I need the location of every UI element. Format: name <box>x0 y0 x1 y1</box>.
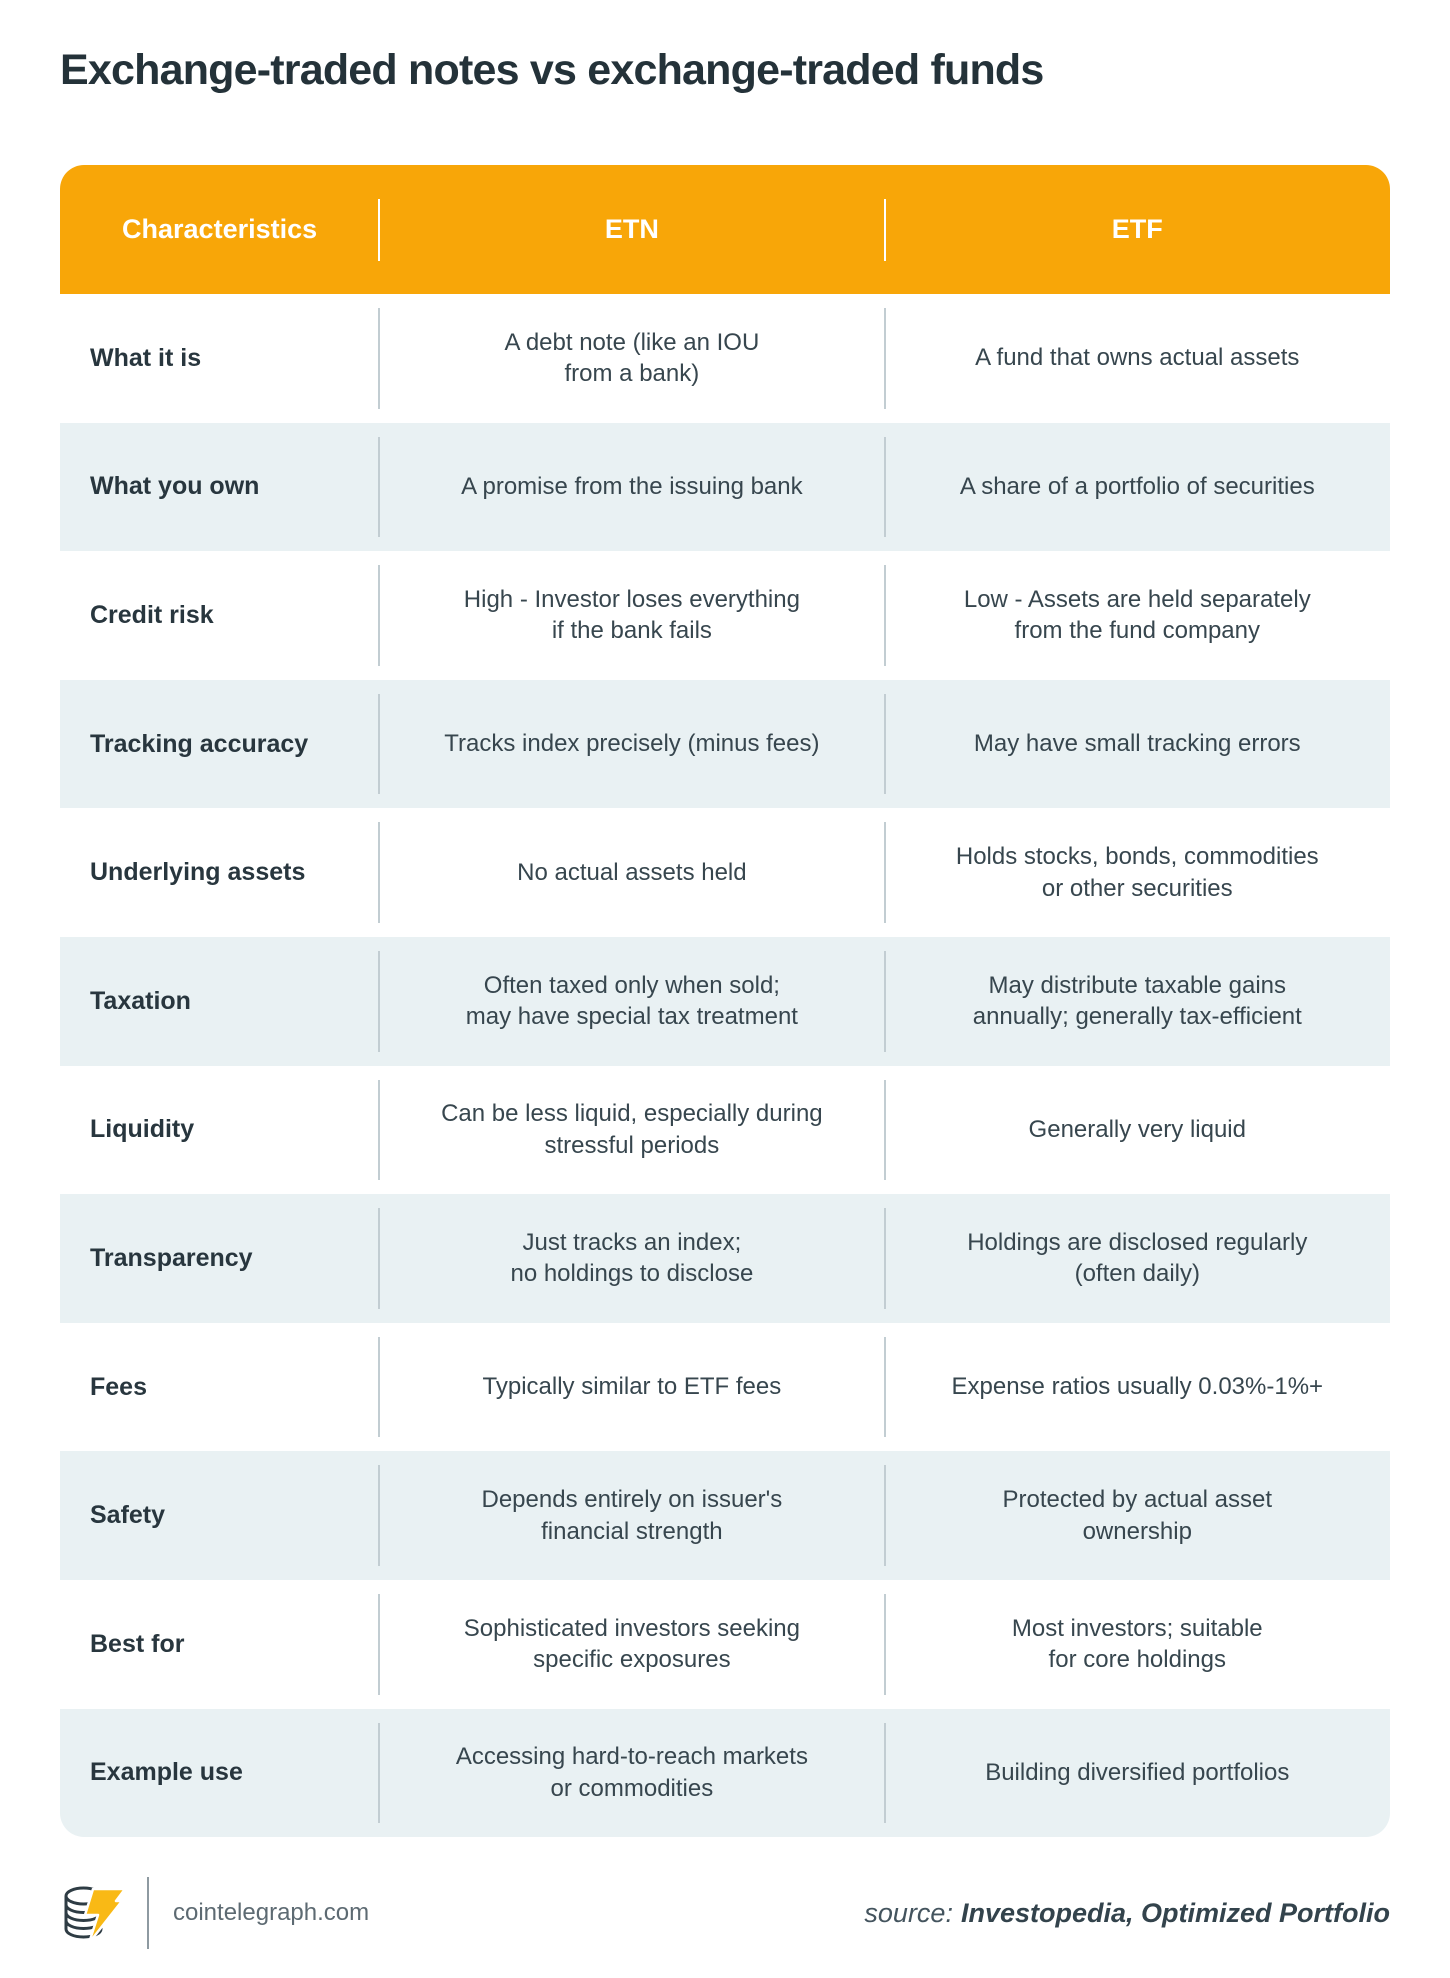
etn-cell: Typically similar to ETF fees <box>378 1323 884 1452</box>
etf-cell: Holdings are disclosed regularly (often … <box>883 1194 1390 1323</box>
row-label: Transparency <box>90 1243 253 1272</box>
etf-cell: May distribute taxable gains annually; g… <box>883 937 1390 1066</box>
row-label: What it is <box>90 343 202 372</box>
row-label: Tracking accuracy <box>90 729 309 758</box>
etf-cell: A share of a portfolio of securities <box>883 423 1390 552</box>
etn-cell: A debt note (like an IOU from a bank) <box>378 294 884 423</box>
page-title: Exchange-traded notes vs exchange-traded… <box>60 46 1044 94</box>
row-label: Safety <box>90 1501 166 1530</box>
etn-cell: High - Investor loses everything if the … <box>378 551 884 680</box>
table-row: Example use Accessing hard-to-reach mark… <box>60 1708 1390 1838</box>
row-label: Best for <box>90 1629 185 1658</box>
etn-cell: Can be less liquid, especially during st… <box>378 1066 884 1195</box>
brand-divider <box>147 1877 149 1949</box>
etf-cell: Most investors; suitable for core holdin… <box>883 1580 1390 1709</box>
row-label: Taxation <box>90 986 191 1015</box>
source-label: source: <box>864 1897 953 1928</box>
brand-lockup: cointelegraph.com <box>55 1875 369 1951</box>
table-row: Taxation Often taxed only when sold; may… <box>60 936 1390 1066</box>
etn-cell: Accessing hard-to-reach markets or commo… <box>378 1709 884 1838</box>
table-header-row: Characteristics ETN ETF <box>60 165 1390 294</box>
site-label: cointelegraph.com <box>173 1899 370 1926</box>
etn-cell: Depends entirely on issuer's financial s… <box>378 1451 884 1580</box>
header-etf: ETF <box>885 165 1390 294</box>
row-label: Credit risk <box>90 600 214 629</box>
table-row: Credit risk High - Investor loses everyt… <box>60 551 1390 680</box>
row-label: Fees <box>90 1372 147 1401</box>
row-label: Example use <box>90 1758 243 1787</box>
etf-cell: Building diversified portfolios <box>883 1709 1390 1838</box>
table-row: Safety Depends entirely on issuer's fina… <box>60 1451 1390 1580</box>
cointelegraph-logo-icon <box>64 1886 127 1945</box>
row-label: Liquidity <box>90 1115 195 1144</box>
table-row: What you own A promise from the issuing … <box>60 422 1390 552</box>
table-row: Underlying assets No actual assets held … <box>60 808 1390 937</box>
etf-cell: Expense ratios usually 0.03%-1%+ <box>883 1323 1390 1452</box>
comparison-table: Characteristics ETN ETF What it is A deb… <box>60 165 1390 1838</box>
table-row: Best for Sophisticated investors seeking… <box>60 1579 1390 1709</box>
etf-cell: Low - Assets are held separately from th… <box>883 551 1390 680</box>
header-etn: ETN <box>379 165 884 294</box>
etn-cell: Sophisticated investors seeking specific… <box>378 1580 884 1709</box>
table-row: Liquidity Can be less liquid, especially… <box>60 1065 1390 1195</box>
etn-cell: Just tracks an index; no holdings to dis… <box>378 1194 884 1323</box>
table-row: What it is A debt note (like an IOU from… <box>60 294 1390 423</box>
table-row: Tracking accuracy Tracks index precisely… <box>60 679 1390 809</box>
etf-cell: Holds stocks, bonds, commodities or othe… <box>883 808 1390 937</box>
etn-cell: Tracks index precisely (minus fees) <box>378 680 884 809</box>
etf-cell: Protected by actual asset ownership <box>883 1451 1390 1580</box>
row-label: Underlying assets <box>90 858 306 887</box>
row-label: What you own <box>90 472 260 501</box>
etn-cell: A promise from the issuing bank <box>378 423 884 552</box>
etn-cell: Often taxed only when sold; may have spe… <box>378 937 884 1066</box>
etf-cell: Generally very liquid <box>883 1066 1390 1195</box>
source-value: Investopedia, Optimized Portfolio <box>960 1897 1390 1928</box>
header-characteristics: Characteristics <box>122 214 318 244</box>
table-row: Transparency Just tracks an index; no ho… <box>60 1194 1390 1323</box>
etf-cell: A fund that owns actual assets <box>883 294 1390 423</box>
footer: cointelegraph.com source: Investopedia, O… <box>55 1872 1390 1954</box>
table-row: Fees Typically similar to ETF fees Expen… <box>60 1322 1390 1452</box>
source-attribution: source: Investopedia, Optimized Portfolio <box>864 1898 1390 1929</box>
etn-cell: No actual assets held <box>378 808 884 937</box>
etf-cell: May have small tracking errors <box>883 680 1390 809</box>
